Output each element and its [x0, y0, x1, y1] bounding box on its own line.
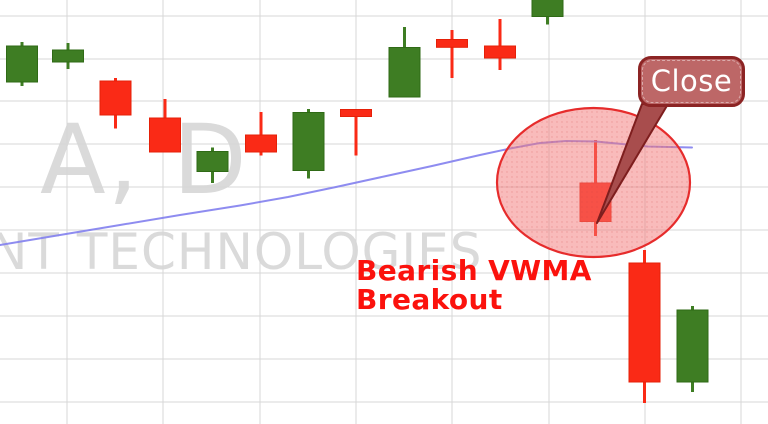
candle-body: [676, 309, 709, 383]
candle-body: [340, 109, 372, 117]
candle-bear: [628, 250, 661, 403]
candle-bull: [52, 43, 84, 69]
candle-body: [484, 45, 516, 59]
candles: [6, 0, 709, 403]
candle-bear: [99, 78, 132, 129]
candle-body: [292, 112, 325, 171]
candle-body: [388, 47, 421, 98]
candle-bull: [292, 109, 325, 179]
candle-bear: [484, 19, 516, 70]
candle-bear: [149, 99, 181, 153]
candle-bear: [436, 30, 468, 78]
candle-body: [436, 39, 468, 48]
candle-bull: [196, 147, 229, 183]
candle-body: [245, 134, 277, 153]
candle-bull: [6, 42, 38, 86]
bearish-vwma-breakout-annotation: Bearish VWMA Breakout: [356, 256, 592, 314]
highlight-ellipse-texture: [499, 110, 688, 255]
candle-body: [99, 80, 132, 116]
candle-bull: [531, 0, 564, 25]
candle-body: [628, 262, 661, 383]
candle-body: [149, 117, 181, 153]
breakout-annotation-line2: Breakout: [356, 283, 503, 316]
candle-body: [52, 49, 84, 63]
watermark-text-2: NT TECHNOLOGIES: [0, 223, 483, 281]
candle-bear: [245, 112, 277, 156]
candle-bull: [676, 306, 709, 392]
close-callout-label: Close: [650, 64, 733, 98]
candle-bull: [388, 27, 421, 98]
candle-body: [531, 0, 564, 17]
candle-bear: [340, 109, 372, 156]
breakout-annotation-line1: Bearish VWMA: [356, 254, 592, 287]
candle-body: [196, 151, 229, 172]
close-callout[interactable]: Close: [638, 56, 745, 107]
candle-body: [6, 45, 38, 83]
